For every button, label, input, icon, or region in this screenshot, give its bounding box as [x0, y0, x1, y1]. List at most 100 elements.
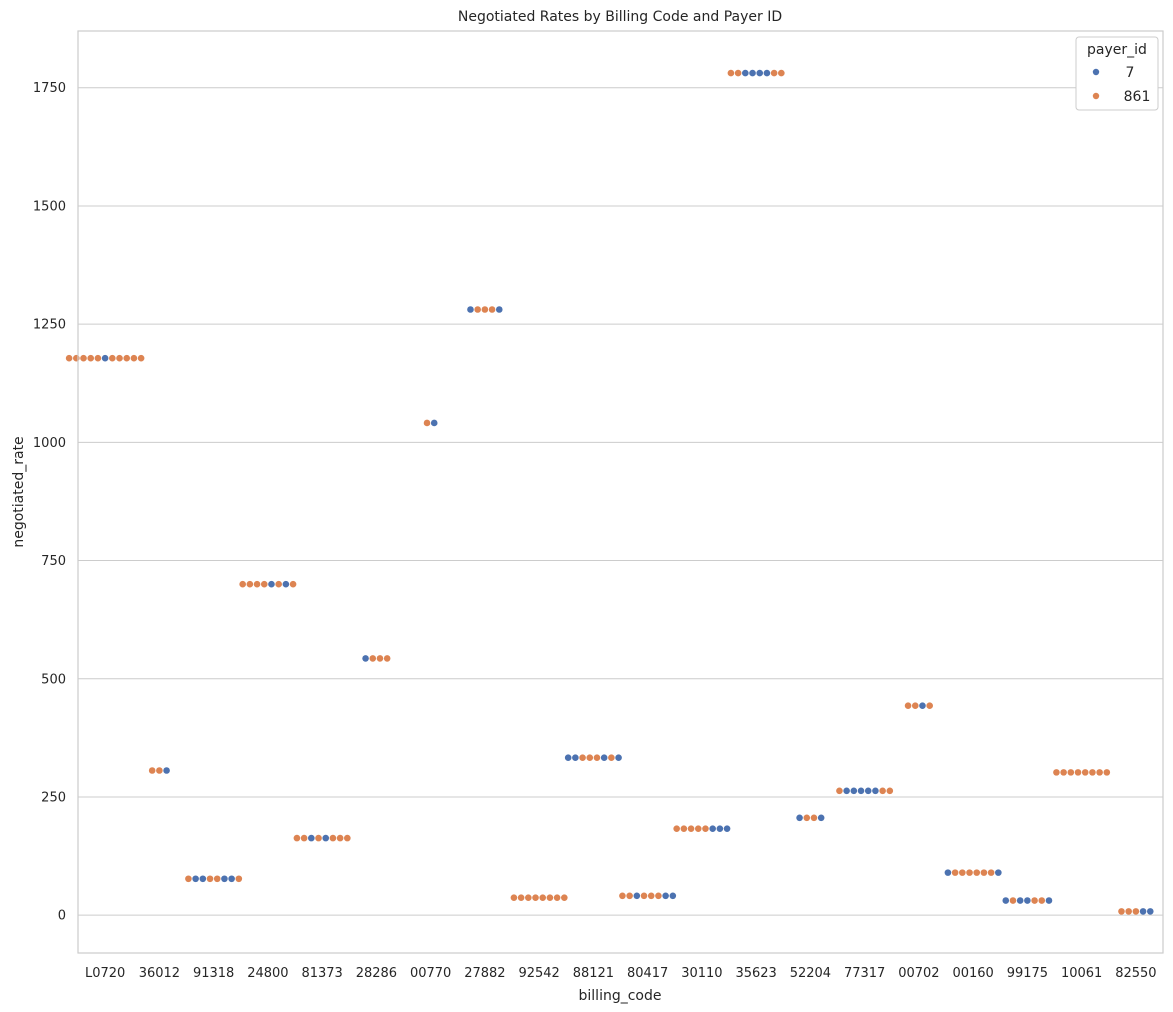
point-30110-payer-861 — [687, 825, 695, 832]
point-27882-payer-861 — [481, 306, 489, 313]
point-77317-payer-7 — [843, 787, 850, 795]
point-77317-payer-7 — [864, 787, 872, 795]
point-L0720-payer-861 — [80, 354, 87, 362]
point-L0720-payer-861 — [130, 354, 138, 362]
point-10061-payer-861 — [1103, 769, 1111, 776]
point-24800-payer-861 — [239, 580, 246, 588]
legend-label-7: 7 — [1126, 65, 1135, 81]
point-99175-payer-7 — [1002, 897, 1010, 904]
point-88121-payer-7 — [615, 754, 622, 762]
plot-frame — [77, 30, 1164, 954]
point-52204-payer-7 — [817, 814, 825, 822]
point-99175-payer-861 — [1031, 897, 1038, 904]
legend-marker-7 — [1092, 68, 1100, 76]
point-88121-payer-7 — [564, 754, 572, 762]
y-tick-label: 1250 — [33, 318, 66, 333]
y-tick-label: 500 — [41, 672, 66, 687]
point-24800-payer-861 — [246, 580, 254, 588]
point-81373-payer-861 — [329, 834, 337, 842]
point-27882-payer-7 — [495, 306, 503, 313]
point-77317-payer-861 — [879, 787, 886, 795]
point-00702-payer-861 — [904, 702, 912, 710]
point-10061-payer-861 — [1096, 769, 1103, 776]
point-27882-payer-861 — [488, 306, 496, 313]
y-tick-label: 0 — [58, 909, 66, 924]
point-80417-payer-861 — [647, 892, 655, 900]
point-88121-payer-861 — [579, 754, 586, 762]
point-24800-payer-861 — [275, 580, 282, 588]
point-81373-payer-7 — [322, 834, 330, 842]
point-77317-payer-7 — [850, 787, 858, 795]
y-tick-label: 1750 — [33, 81, 66, 96]
x-tick-label-88121: 88121 — [573, 966, 614, 981]
point-36012-payer-861 — [148, 767, 156, 774]
point-10061-payer-861 — [1053, 769, 1060, 776]
point-36012-payer-861 — [156, 767, 163, 774]
point-77317-payer-861 — [886, 787, 894, 795]
point-81373-payer-7 — [308, 834, 315, 842]
point-35623-payer-861 — [734, 69, 742, 77]
point-30110-payer-861 — [680, 825, 688, 832]
point-24800-payer-861 — [289, 580, 297, 588]
point-91318-payer-7 — [221, 875, 228, 883]
point-00702-payer-861 — [911, 702, 919, 710]
x-tick-label-92542: 92542 — [518, 966, 559, 981]
point-L0720-payer-861 — [73, 354, 80, 362]
x-tick-label-28286: 28286 — [356, 966, 397, 981]
x-tick-label-00702: 00702 — [898, 966, 939, 981]
point-L0720-payer-7 — [101, 354, 109, 362]
legend-marker-861 — [1092, 92, 1100, 100]
point-35623-payer-7 — [756, 69, 764, 77]
point-00770-payer-861 — [423, 419, 431, 427]
point-30110-payer-861 — [694, 825, 702, 832]
point-92542-payer-861 — [532, 894, 539, 901]
point-99175-payer-7 — [1045, 897, 1053, 904]
point-81373-payer-861 — [315, 834, 322, 842]
x-axis-label: billing_code — [579, 988, 662, 1004]
point-80417-payer-861 — [640, 892, 648, 900]
point-82550-payer-861 — [1132, 908, 1140, 915]
point-91318-payer-7 — [192, 875, 199, 883]
x-tick-labels: L0720 36012 91318 24800 81373 28286 00770 27882… — [85, 966, 1157, 981]
point-52204-payer-7 — [796, 814, 803, 822]
x-tick-label-82550: 82550 — [1115, 966, 1156, 981]
point-L0720-payer-861 — [65, 354, 73, 362]
point-92542-payer-861 — [561, 894, 568, 901]
legend-box — [1075, 36, 1159, 111]
point-28286-payer-861 — [376, 655, 384, 662]
point-88121-payer-7 — [572, 754, 579, 762]
point-00160-payer-861 — [966, 869, 973, 876]
point-88121-payer-861 — [608, 754, 615, 762]
point-L0720-payer-861 — [123, 354, 131, 362]
x-tick-label-30110: 30110 — [681, 966, 722, 981]
point-80417-payer-7 — [662, 892, 669, 900]
y-tick-labels: 0 250 500 750 1000 1250 1500 1750 — [33, 81, 66, 923]
point-30110-payer-7 — [723, 825, 731, 832]
point-81373-payer-861 — [344, 834, 351, 842]
x-tick-label-91318: 91318 — [193, 966, 234, 981]
point-92542-payer-861 — [546, 894, 554, 901]
point-L0720-payer-861 — [109, 354, 116, 362]
legend: payer_id 7 861 — [1075, 36, 1159, 111]
point-88121-payer-861 — [586, 754, 594, 762]
point-35623-payer-7 — [749, 69, 756, 77]
point-10061-payer-861 — [1089, 769, 1096, 776]
point-91318-payer-7 — [228, 875, 235, 883]
legend-label-861: 861 — [1124, 89, 1151, 105]
y-tick-label: 750 — [41, 554, 66, 569]
point-92542-payer-861 — [553, 894, 561, 901]
point-52204-payer-861 — [810, 814, 818, 822]
x-tick-label-10061: 10061 — [1061, 966, 1102, 981]
point-99175-payer-7 — [1016, 897, 1024, 904]
point-10061-payer-861 — [1067, 769, 1075, 776]
x-tick-label-99175: 99175 — [1007, 966, 1048, 981]
point-24800-payer-7 — [268, 580, 275, 588]
point-81373-payer-861 — [336, 834, 344, 842]
point-L0720-payer-861 — [87, 354, 95, 362]
y-axis-label: negotiated_rate — [11, 436, 27, 547]
point-99175-payer-7 — [1024, 897, 1031, 904]
point-36012-payer-7 — [163, 767, 170, 774]
point-80417-payer-861 — [619, 892, 626, 900]
point-27882-payer-7 — [467, 306, 474, 313]
point-28286-payer-861 — [369, 655, 377, 662]
